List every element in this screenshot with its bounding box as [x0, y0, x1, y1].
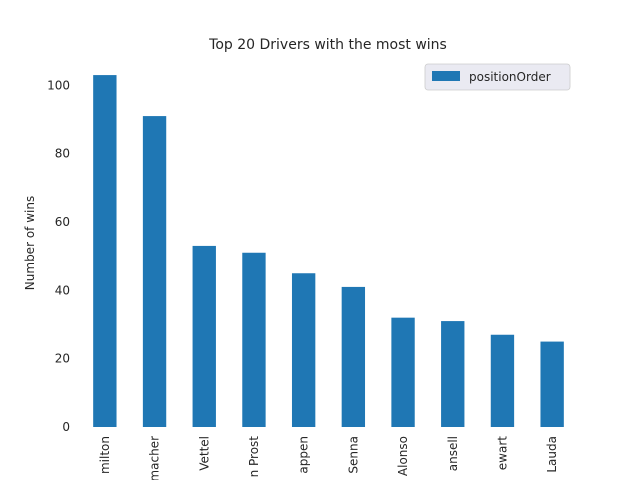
x-tick-label: ansell [446, 436, 460, 471]
y-axis-label: Number of wins [23, 196, 37, 290]
bar [391, 317, 415, 427]
x-tick-label: macher [148, 436, 162, 480]
y-tick-label: 20 [55, 352, 70, 366]
x-tick-label: Senna [346, 436, 360, 474]
legend-swatch [432, 71, 460, 81]
bar [441, 321, 465, 427]
y-tick-label: 100 [47, 78, 70, 92]
chart-title: Top 20 Drivers with the most wins [208, 37, 447, 53]
plot-area [93, 75, 564, 427]
legend: positionOrder [424, 63, 571, 91]
x-tick-label: Alonso [396, 436, 410, 476]
bar [142, 116, 167, 427]
legend-box [424, 63, 571, 91]
x-axis-ticks: milton macher Vettel n Prost appen Senna Alons… [98, 436, 559, 480]
x-tick-label: appen [297, 436, 311, 474]
x-tick-label: n Prost [247, 436, 261, 478]
y-tick-label: 80 [55, 147, 70, 161]
y-tick-label: 40 [55, 283, 70, 297]
bar [242, 252, 266, 427]
y-tick-label: 60 [55, 215, 70, 229]
x-tick-label: ewart [495, 436, 509, 470]
bar [540, 341, 564, 427]
bar [490, 334, 515, 427]
legend-label: positionOrder [469, 70, 551, 84]
x-tick-label: milton [98, 436, 112, 474]
bar [291, 273, 316, 427]
y-tick-label: 0 [62, 420, 70, 434]
y-axis-ticks: 0 20 40 60 80 100 [47, 78, 70, 434]
x-tick-label: Lauda [545, 436, 559, 473]
bar [93, 75, 117, 427]
bar [341, 286, 366, 427]
x-tick-label: Vettel [197, 436, 211, 471]
bar [192, 245, 216, 427]
